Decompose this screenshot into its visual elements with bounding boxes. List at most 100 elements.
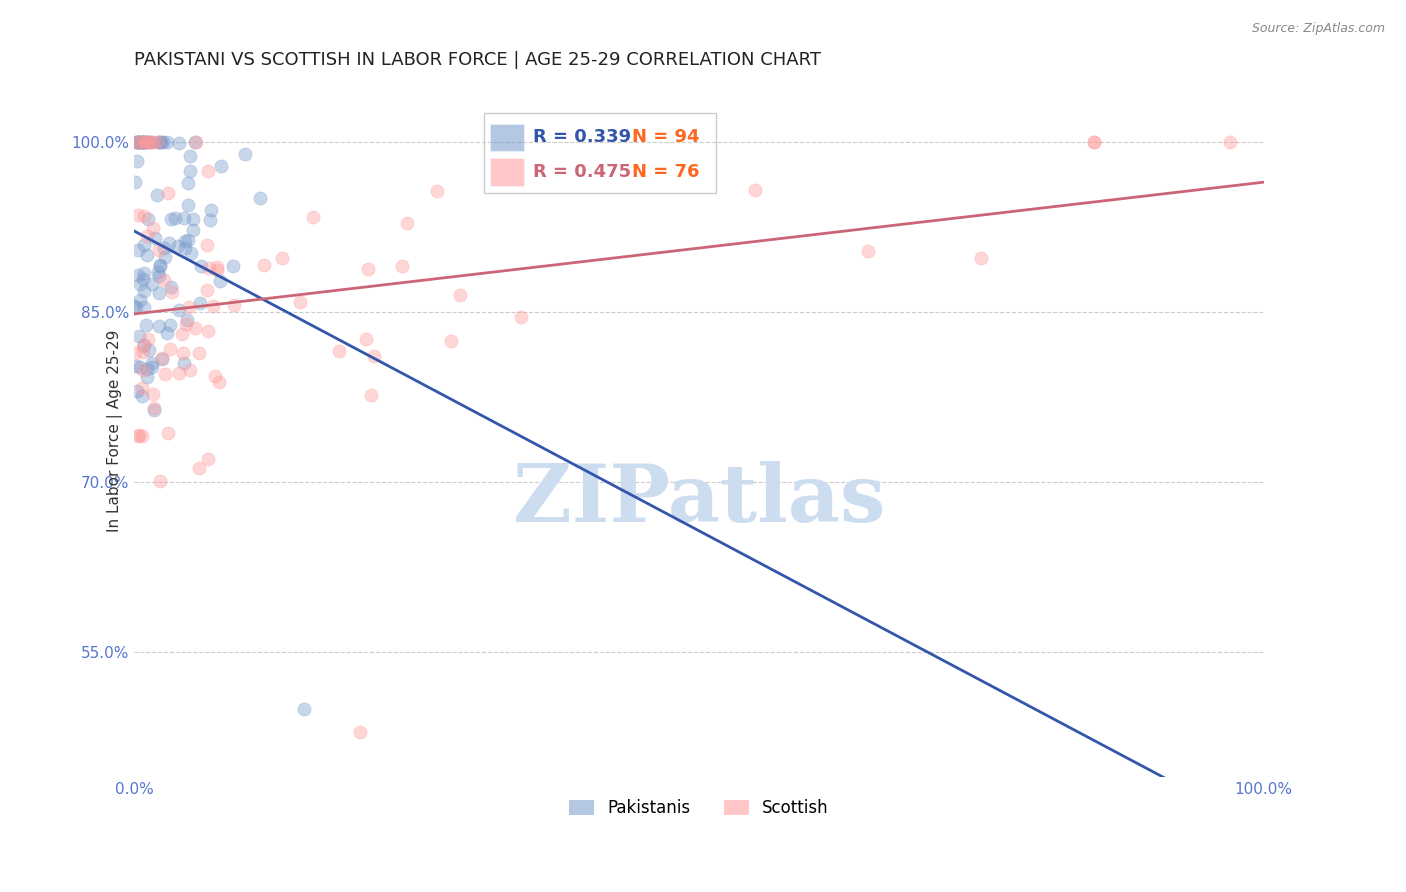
Point (188, 296, 211, 310)
FancyBboxPatch shape (489, 158, 524, 186)
Point (970, 251, 993, 265)
Point (149, 260, 172, 274)
Point (184, 321, 207, 335)
Text: N = 94: N = 94 (633, 128, 700, 146)
Point (159, 212, 181, 227)
Point (129, 293, 152, 307)
Point (271, 251, 294, 265)
Point (391, 259, 413, 273)
Point (135, 318, 157, 333)
Point (148, 318, 170, 333)
Point (127, 135, 149, 149)
Point (124, 175, 146, 189)
Point (132, 135, 155, 149)
Point (129, 277, 152, 292)
Point (173, 356, 195, 370)
Point (143, 401, 166, 416)
Point (221, 259, 243, 273)
Point (128, 135, 150, 149)
Point (183, 223, 205, 237)
Point (136, 135, 159, 149)
Point (184, 135, 207, 149)
Point (198, 213, 221, 227)
Point (128, 427, 150, 442)
Point (142, 402, 165, 417)
Point (177, 198, 200, 212)
Point (153, 240, 176, 254)
Text: PAKISTANI VS SCOTTISH IN LABOR FORCE | AGE 25-29 CORRELATION CHART: PAKISTANI VS SCOTTISH IN LABOR FORCE | A… (134, 51, 821, 69)
Point (149, 475, 172, 489)
Point (167, 366, 190, 380)
Point (131, 381, 153, 395)
Point (142, 220, 165, 235)
Point (132, 345, 155, 359)
Point (134, 209, 156, 223)
Point (149, 135, 172, 149)
Point (184, 135, 207, 149)
Point (149, 135, 172, 149)
Point (125, 359, 148, 373)
Point (188, 461, 211, 475)
Point (139, 135, 162, 149)
Point (202, 299, 225, 313)
Point (363, 349, 385, 363)
Point (360, 387, 382, 401)
Point (124, 299, 146, 313)
Point (198, 260, 221, 275)
Point (744, 183, 766, 197)
Point (157, 235, 180, 250)
Text: R = 0.475: R = 0.475 (533, 163, 631, 181)
Point (188, 345, 211, 359)
Point (153, 367, 176, 381)
Point (249, 192, 271, 206)
Point (148, 268, 170, 283)
Point (253, 258, 276, 272)
Point (132, 272, 155, 286)
Point (134, 135, 156, 149)
Y-axis label: In Labor Force | Age 25-29: In Labor Force | Age 25-29 (107, 330, 122, 533)
Point (143, 231, 166, 245)
Point (183, 211, 205, 226)
Point (172, 345, 194, 359)
Point (510, 310, 533, 324)
Point (176, 234, 198, 248)
Point (197, 452, 219, 467)
Point (174, 317, 197, 331)
Text: R = 0.339: R = 0.339 (533, 128, 631, 146)
Point (124, 346, 146, 360)
Point (179, 149, 201, 163)
Point (356, 262, 378, 277)
Point (132, 266, 155, 280)
Point (128, 135, 150, 149)
Legend: Pakistanis, Scottish: Pakistanis, Scottish (562, 792, 835, 824)
Point (233, 147, 256, 161)
Point (179, 164, 201, 178)
Point (180, 246, 202, 260)
Point (134, 338, 156, 352)
Point (1083, 135, 1105, 149)
Point (200, 202, 222, 217)
Point (197, 163, 219, 178)
Point (152, 135, 174, 149)
Point (148, 285, 170, 300)
Point (127, 208, 149, 222)
Point (160, 280, 183, 294)
Point (190, 259, 212, 273)
Point (131, 135, 153, 149)
Point (349, 724, 371, 739)
Point (159, 318, 181, 332)
Point (134, 301, 156, 315)
Point (127, 429, 149, 443)
Point (1219, 135, 1241, 149)
Point (141, 356, 163, 370)
FancyBboxPatch shape (489, 123, 524, 151)
Point (167, 239, 190, 253)
Point (176, 176, 198, 190)
Point (131, 389, 153, 403)
Point (195, 283, 218, 297)
Point (292, 702, 315, 716)
Point (136, 361, 159, 376)
Point (169, 303, 191, 318)
Point (155, 250, 177, 264)
Point (134, 284, 156, 298)
